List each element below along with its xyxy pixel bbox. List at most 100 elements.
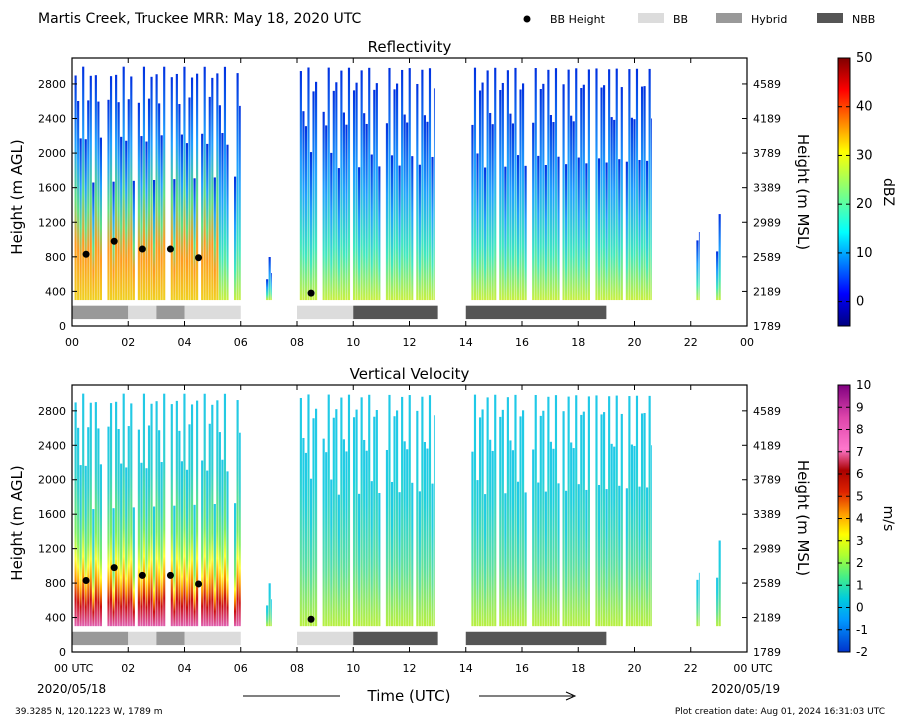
heatmap-column [363,439,366,627]
heatmap-column [635,395,639,627]
heatmap-column [92,509,95,627]
colorbar-tick-label: 5 [856,489,864,503]
x-tick-label: 00 UTC [54,662,94,675]
heatmap-column [216,73,219,301]
heatmap-column [236,73,239,301]
heatmap-column [481,82,484,301]
heatmap-column [312,418,315,627]
heatmap-column [117,102,120,301]
x-tick-label: 20 [628,662,642,675]
heatmap-column [499,416,502,627]
heatmap-column [107,99,110,301]
heatmap-column [522,410,525,627]
heatmap-column [565,490,568,627]
y-tick-label-msl: 3789 [753,147,781,160]
heatmap-column [332,90,335,301]
heatmap-column [120,136,123,301]
heatmap-column [484,494,487,627]
colorbar-gradient [837,57,851,327]
y-tick-label-msl: 2189 [753,285,781,298]
heatmap-column [77,100,80,301]
heatmap-column [368,394,371,627]
heatmap-column [595,68,598,301]
heatmap-column [491,124,494,301]
heatmap-column [125,140,128,301]
heatmap-column [185,143,189,301]
heatmap-column [370,154,373,301]
heatmap-column [572,121,575,301]
heatmap-column [368,67,371,301]
heatmap-column [216,400,219,627]
heatmap-column [142,66,146,301]
y-tick-label: 400 [45,285,66,298]
heatmap-column [557,156,560,301]
y-tick-label: 800 [45,251,66,264]
colorbar-tick-label: 0 [856,295,864,310]
heatmap-column [158,430,161,627]
x-tick-label: 02 [121,662,135,675]
heatmap-column [638,486,641,627]
heatmap-column [196,400,199,627]
heatmap-column [698,572,700,627]
heatmap-column [486,397,489,627]
heatmap-column [489,439,492,627]
heatmap-column [401,69,404,301]
y-tick-label: 1200 [38,216,66,229]
heatmap-column [620,87,623,301]
heatmap-column [393,89,396,301]
arrow-head-icon [565,691,577,701]
heatmap-column [226,144,229,301]
heatmap-column [304,126,308,301]
y-tick-label-msl: 2189 [753,612,781,625]
legend-item: NBB [817,13,875,26]
heatmap-column [651,445,652,627]
heatmap-column [610,117,613,301]
heatmap-column [375,83,378,301]
bb-height-point [138,571,146,579]
y-tick-label-msl: 2589 [753,577,781,590]
station-location: 39.3285 N, 120.1223 W, 1789 m [15,707,163,717]
x-tick-label: 16 [515,662,529,675]
colorbar-tick-label: -2 [856,645,868,659]
y-tick-label-msl: 1789 [753,646,781,659]
heatmap-column [180,461,183,627]
heatmap-column [77,427,80,627]
heatmap-column [393,416,396,627]
heatmap-column [471,124,474,301]
heatmap-column [484,167,487,301]
heatmap-column [142,393,146,627]
y-axis-label: Height (m AGL) [8,139,26,254]
band-segment-bb [128,631,157,646]
heatmap-column [491,450,494,627]
bb-height-point [82,577,90,585]
y-tick-label-msl: 3389 [753,508,781,521]
heatmap-column [516,481,520,627]
heatmap-column [352,417,356,627]
heatmap-column [332,417,335,627]
heatmap-column [115,74,118,301]
band-segment-hybrid [72,305,129,320]
heatmap-column [153,506,156,627]
heatmap-column [577,157,580,301]
x-tick-label: 18 [571,662,585,675]
x-tick-label: 14 [459,336,473,349]
heatmap-column [618,159,621,301]
heatmap-column [511,450,515,627]
y-tick-label: 2400 [38,439,66,452]
heatmap-column [580,414,583,627]
heatmap-column [132,180,135,301]
heatmap-column [325,125,328,301]
heatmap-column [150,403,153,627]
x-tick-label: 08 [290,662,304,675]
heatmap-column [509,113,512,301]
heatmap-column [203,393,206,627]
heatmap-column [411,156,414,301]
heatmap-column [648,68,651,301]
heatmap-column [416,83,419,301]
band-classification [72,305,607,320]
heatmap-column [127,99,130,301]
heatmap-column [524,165,527,301]
legend-dot-icon [523,15,531,23]
heatmap-column [476,153,479,301]
x-tick-label: 20 [628,336,642,349]
